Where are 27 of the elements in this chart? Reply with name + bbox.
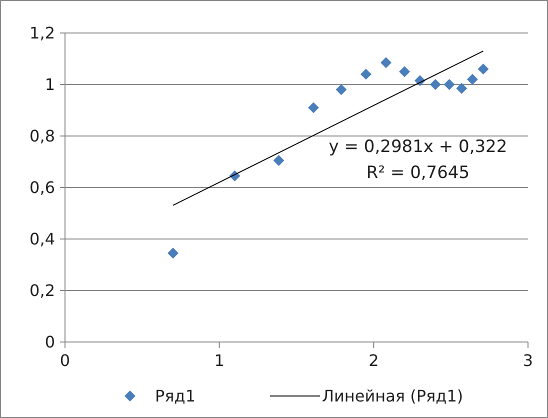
point bbox=[308, 102, 319, 114]
x-tick-label: 2 bbox=[368, 351, 379, 370]
point bbox=[360, 68, 372, 80]
x-tick-label: 1 bbox=[214, 351, 224, 370]
point bbox=[478, 64, 489, 75]
y-tick-label: 0 bbox=[44, 332, 55, 352]
point bbox=[168, 248, 179, 259]
annotation: R² = 0,7645 bbox=[366, 163, 470, 183]
point bbox=[444, 79, 455, 90]
point bbox=[456, 82, 468, 94]
point bbox=[380, 57, 392, 68]
x-tick-label: 0 bbox=[60, 351, 70, 370]
x-tick-label: 3 bbox=[522, 351, 534, 370]
y-tick-label: 1,2 bbox=[30, 24, 55, 43]
point bbox=[273, 154, 284, 166]
y-tick-label: 1 bbox=[44, 75, 55, 94]
y-tick-label: 0,4 bbox=[30, 230, 55, 249]
point bbox=[466, 74, 478, 85]
legend-label: Ряд1 bbox=[155, 386, 196, 406]
y-tick-label: 0,2 bbox=[30, 281, 55, 300]
legend-label: Линейная (Ряд1) bbox=[322, 386, 464, 406]
point bbox=[399, 66, 410, 78]
y-tick-label: 0,6 bbox=[30, 178, 55, 198]
annotation: y = 0,2981x + 0,322 bbox=[328, 137, 508, 157]
y-tick-label: 0,8 bbox=[30, 126, 55, 146]
point bbox=[430, 79, 441, 90]
point bbox=[336, 84, 347, 96]
